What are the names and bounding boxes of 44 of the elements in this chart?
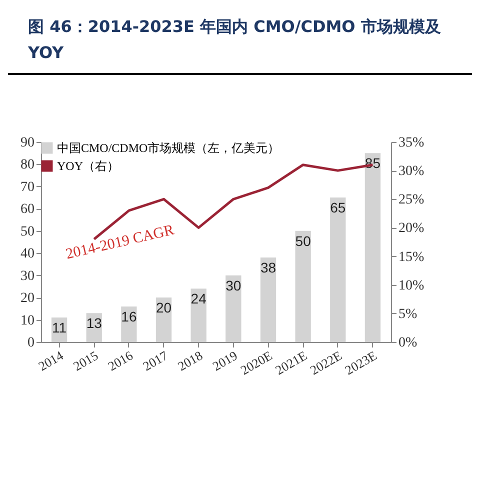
y2-tick-label: 35% <box>398 136 424 151</box>
data-label: 30 <box>226 278 242 294</box>
x-tick-label: 2016 <box>105 348 136 374</box>
data-label: 20 <box>156 300 172 316</box>
data-label: 16 <box>121 308 137 325</box>
y2-tick-label: 20% <box>398 221 424 236</box>
y-tick-label: 50 <box>20 224 34 240</box>
data-label: 24 <box>190 290 207 307</box>
y2-tick-label: 25% <box>398 192 424 208</box>
bar <box>121 306 137 342</box>
data-label: 50 <box>295 233 312 250</box>
y-tick-label: 30 <box>20 269 34 284</box>
bar <box>190 288 206 342</box>
bar <box>295 231 311 342</box>
y-tick-label: 40 <box>20 246 34 262</box>
y-tick-label: 70 <box>20 180 34 196</box>
y-tick-label: 80 <box>20 158 34 173</box>
bar <box>330 198 346 342</box>
y2-tick-label: 15% <box>398 250 424 265</box>
y2-tick-label: 30% <box>398 164 424 180</box>
annotation: 2014-2019 CAGR <box>64 222 176 263</box>
data-label: 13 <box>86 315 102 332</box>
bar <box>364 153 381 342</box>
y-tick-label: 20 <box>20 291 34 306</box>
bar <box>226 276 242 342</box>
x-tick-label: 2014 <box>36 348 66 374</box>
x-tick-label: 2018 <box>175 348 206 374</box>
data-label: 65 <box>330 200 346 216</box>
bar <box>260 258 276 342</box>
x-tick-label: 2017 <box>140 348 171 374</box>
y2-tick-label: 0% <box>398 336 418 351</box>
y2-tick-label: 5% <box>398 307 418 322</box>
x-tick-label: 2015 <box>70 348 101 374</box>
legend-label: 中国CMO/CDMO市场规模（左，亿美元） <box>57 141 280 156</box>
data-label: 11 <box>52 320 67 336</box>
y-tick-label: 90 <box>20 136 34 151</box>
chart-title: 图 46：2014-2023E 年国内 CMO/CDMO 市场规模及 YOY <box>8 0 472 76</box>
data-label: 38 <box>260 260 276 276</box>
y-tick-label: 0 <box>28 336 34 351</box>
y2-tick-label: 10% <box>398 278 424 294</box>
x-tick-label: 2019 <box>210 348 240 374</box>
y-tick-label: 60 <box>20 202 34 218</box>
legend-label: YOY（右） <box>57 159 119 174</box>
y-tick-label: 10 <box>20 313 34 328</box>
